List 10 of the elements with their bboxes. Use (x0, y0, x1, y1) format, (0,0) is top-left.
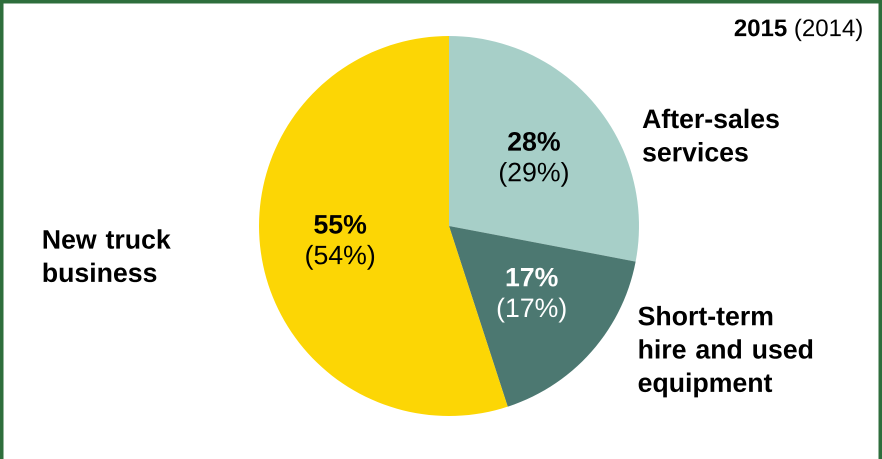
slice-label: New truck business (44, 229, 171, 282)
slice-label: Short-term hire and used equipment (638, 306, 812, 398)
slice-label: After-sales services (642, 108, 779, 162)
text: (17%) (498, 298, 566, 322)
text: (29%) (500, 162, 568, 187)
chart-title: 2015 (2014) (734, 18, 862, 42)
data-label: 28% (508, 132, 560, 151)
data-label: 55% (314, 214, 366, 234)
text: (54%) (306, 244, 374, 270)
data-label: 17% (506, 268, 558, 286)
